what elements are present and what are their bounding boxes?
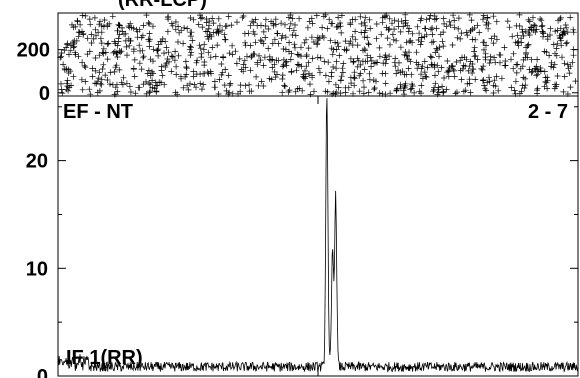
- amplitude-y-ticks: 0 10 20: [26, 106, 578, 378]
- amplitude-y-tick-label: 20: [26, 151, 48, 173]
- amplitude-series-line: [57, 98, 579, 373]
- chart-title-fragment: (RR-LCP): [118, 0, 207, 11]
- amplitude-y-tick-label: 10: [26, 258, 48, 280]
- if-channel-label: IF 1(RR): [66, 347, 143, 369]
- phase-y-ticks: 0 200: [17, 40, 578, 105]
- phase-point-markers: [57, 11, 579, 98]
- amplitude-panel: 0 10 20 EF - NT 2 - 7 IF 1(RR): [26, 95, 579, 378]
- baseline-label: EF - NT: [63, 101, 133, 123]
- amplitude-panel-frame: [57, 95, 579, 377]
- phase-y-tick-label: 0: [39, 83, 50, 105]
- antenna-pair-label: 2 - 7: [528, 101, 568, 123]
- phase-y-tick-label: 200: [17, 40, 50, 62]
- phase-panel: 0 200: [17, 11, 579, 105]
- phase-points: [57, 11, 579, 98]
- amplitude-y-tick-label: 0: [37, 366, 48, 378]
